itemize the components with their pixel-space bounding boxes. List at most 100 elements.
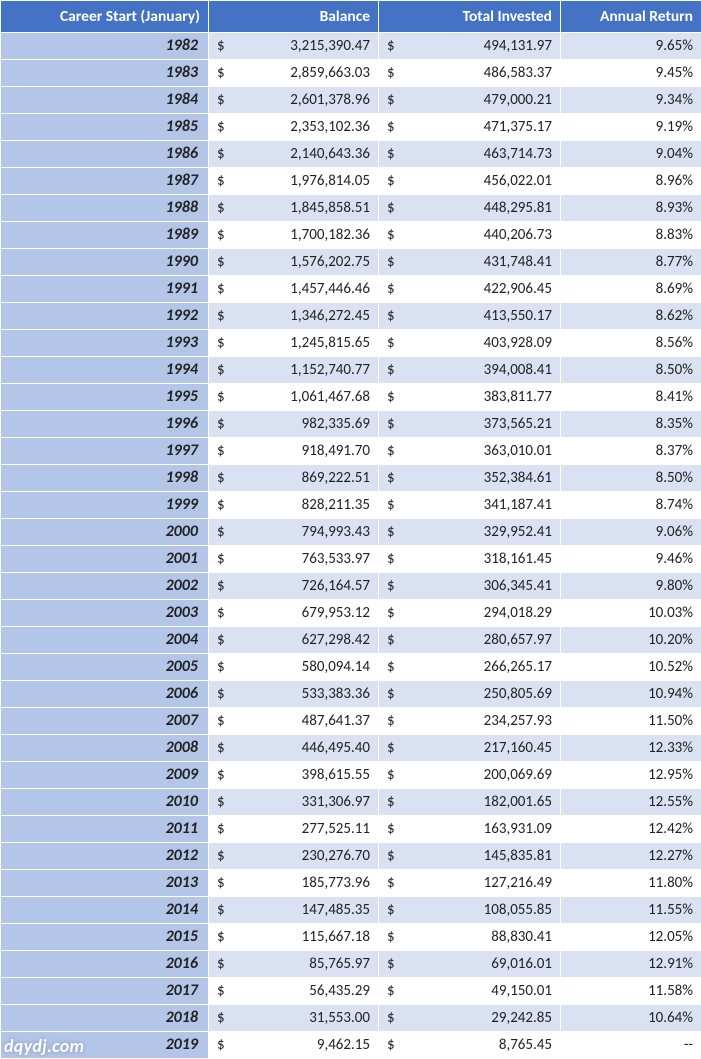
- currency-symbol: $: [385, 735, 395, 761]
- cell-balance: $487,641.37: [209, 708, 379, 735]
- table-row: 2003$679,953.12$294,018.2910.03%: [1, 600, 701, 627]
- investment-table: Career Start (January) Balance Total Inv…: [0, 0, 701, 1059]
- cell-year: 2000: [1, 519, 209, 546]
- currency-symbol: $: [215, 924, 225, 950]
- cell-invested-value: 200,069.69: [484, 762, 552, 788]
- cell-year: 2010: [1, 789, 209, 816]
- currency-symbol: $: [215, 249, 225, 275]
- table-row: 1988$1,845,858.51$448,295.818.93%: [1, 195, 701, 222]
- table-row: 2011$277,525.11$163,931.0912.42%: [1, 816, 701, 843]
- cell-invested: $431,748.41: [379, 249, 561, 276]
- cell-balance: $2,859,663.03: [209, 60, 379, 87]
- table-row: 1984$2,601,378.96$479,000.219.34%: [1, 87, 701, 114]
- table-row: 1995$1,061,467.68$383,811.778.41%: [1, 384, 701, 411]
- currency-symbol: $: [385, 249, 395, 275]
- cell-balance: $1,976,814.05: [209, 168, 379, 195]
- cell-balance: $85,765.97: [209, 951, 379, 978]
- cell-invested-value: 463,714.73: [484, 141, 552, 167]
- table-row: 2005$580,094.14$266,265.1710.52%: [1, 654, 701, 681]
- cell-invested-value: 373,565.21: [484, 411, 552, 437]
- cell-balance-value: 726,164.57: [302, 573, 370, 599]
- currency-symbol: $: [385, 384, 395, 410]
- cell-year: 1982: [1, 33, 209, 60]
- cell-year: 1985: [1, 114, 209, 141]
- cell-balance: $918,491.70: [209, 438, 379, 465]
- cell-invested-value: 69,016.01: [491, 951, 552, 977]
- currency-symbol: $: [215, 897, 225, 923]
- cell-balance: $147,485.35: [209, 897, 379, 924]
- cell-balance: $398,615.55: [209, 762, 379, 789]
- cell-balance: $794,993.43: [209, 519, 379, 546]
- cell-balance-value: 115,667.18: [302, 924, 370, 950]
- cell-invested-value: 341,187.41: [484, 492, 552, 518]
- table-row: 2009$398,615.55$200,069.6912.95%: [1, 762, 701, 789]
- currency-symbol: $: [215, 222, 225, 248]
- cell-balance-value: 185,773.96: [302, 870, 370, 896]
- cell-invested: $440,206.73: [379, 222, 561, 249]
- cell-year: 1992: [1, 303, 209, 330]
- cell-invested-value: 479,000.21: [484, 87, 552, 113]
- cell-return: 11.58%: [561, 978, 701, 1005]
- cell-balance: $3,215,390.47: [209, 33, 379, 60]
- cell-balance: $828,211.35: [209, 492, 379, 519]
- cell-balance: $277,525.11: [209, 816, 379, 843]
- cell-year: 2001: [1, 546, 209, 573]
- cell-balance-value: 679,953.12: [302, 600, 370, 626]
- currency-symbol: $: [215, 573, 225, 599]
- cell-balance-value: 1,976,814.05: [290, 168, 370, 194]
- currency-symbol: $: [215, 1005, 225, 1031]
- cell-return: 9.65%: [561, 33, 701, 60]
- cell-year: 1993: [1, 330, 209, 357]
- table-row: 2016$85,765.97$69,016.0112.91%: [1, 951, 701, 978]
- cell-invested-value: 145,835.81: [484, 843, 552, 869]
- cell-return: 8.50%: [561, 465, 701, 492]
- cell-return: 8.83%: [561, 222, 701, 249]
- cell-balance: $31,553.00: [209, 1005, 379, 1032]
- currency-symbol: $: [385, 843, 395, 869]
- cell-invested-value: 394,008.41: [484, 357, 552, 383]
- cell-balance: $446,495.40: [209, 735, 379, 762]
- cell-balance: $580,094.14: [209, 654, 379, 681]
- cell-invested-value: 448,295.81: [484, 195, 552, 221]
- cell-return: 8.41%: [561, 384, 701, 411]
- table-row: 1994$1,152,740.77$394,008.418.50%: [1, 357, 701, 384]
- cell-year: 2012: [1, 843, 209, 870]
- currency-symbol: $: [385, 222, 395, 248]
- cell-balance-value: 1,061,467.68: [290, 384, 370, 410]
- cell-invested: $422,906.45: [379, 276, 561, 303]
- cell-balance-value: 1,346,272.45: [290, 303, 370, 329]
- cell-invested-value: 49,150.01: [491, 978, 552, 1004]
- currency-symbol: $: [385, 654, 395, 680]
- cell-balance-value: 1,845,858.51: [290, 195, 370, 221]
- currency-symbol: $: [215, 546, 225, 572]
- cell-year: 2018: [1, 1005, 209, 1032]
- table-row: 2018$31,553.00$29,242.8510.64%: [1, 1005, 701, 1032]
- cell-invested: $69,016.01: [379, 951, 561, 978]
- cell-balance-value: 56,435.29: [309, 978, 370, 1004]
- cell-invested: $373,565.21: [379, 411, 561, 438]
- cell-return: 12.27%: [561, 843, 701, 870]
- cell-invested-value: 266,265.17: [484, 654, 552, 680]
- currency-symbol: $: [215, 951, 225, 977]
- table-row: 2013$185,773.96$127,216.4911.80%: [1, 870, 701, 897]
- cell-balance-value: 627,298.42: [302, 627, 370, 653]
- cell-year: 1983: [1, 60, 209, 87]
- cell-year: 2017: [1, 978, 209, 1005]
- table-row: 1998$869,222.51$352,384.618.50%: [1, 465, 701, 492]
- cell-balance-value: 446,495.40: [302, 735, 370, 761]
- col-header-balance: Balance: [209, 1, 379, 33]
- cell-invested: $29,242.85: [379, 1005, 561, 1032]
- cell-year: 2008: [1, 735, 209, 762]
- cell-invested-value: 182,001.65: [484, 789, 552, 815]
- currency-symbol: $: [215, 195, 225, 221]
- currency-symbol: $: [385, 33, 395, 59]
- cell-invested: $145,835.81: [379, 843, 561, 870]
- cell-year: 2006: [1, 681, 209, 708]
- cell-balance-value: 1,245,815.65: [290, 330, 370, 356]
- cell-balance: $982,335.69: [209, 411, 379, 438]
- cell-year: 2004: [1, 627, 209, 654]
- table-row: 1991$1,457,446.46$422,906.458.69%: [1, 276, 701, 303]
- cell-invested: $463,714.73: [379, 141, 561, 168]
- cell-year: 2013: [1, 870, 209, 897]
- cell-return: 12.42%: [561, 816, 701, 843]
